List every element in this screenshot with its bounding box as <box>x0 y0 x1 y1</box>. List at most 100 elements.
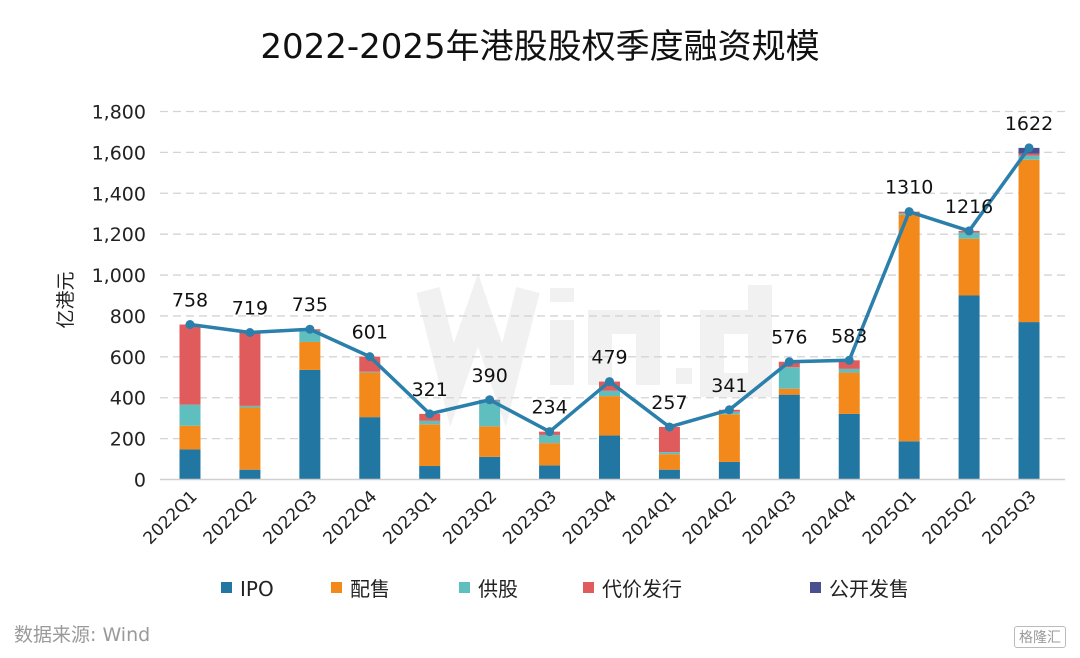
watermark-shape <box>588 310 660 385</box>
bar-segment-IPO <box>778 394 800 480</box>
x-tick-label: 2023Q4 <box>559 487 621 549</box>
bar-segment-供股 <box>778 367 800 389</box>
bar-segment-IPO <box>958 295 980 480</box>
legend-marker <box>459 582 470 593</box>
bar-segment-配售 <box>239 407 261 470</box>
bar-segment-IPO <box>359 417 381 480</box>
chart-title: 2022-2025年港股股权季度融资规模 <box>260 27 819 67</box>
bar-segment-代价发行 <box>599 381 621 391</box>
watermark-shape <box>676 368 692 384</box>
data-label: 257 <box>651 392 687 414</box>
bar-segment-IPO <box>479 456 501 480</box>
x-tick-label: 2022Q2 <box>200 487 262 549</box>
total-point <box>545 427 555 437</box>
x-tick-label: 2023Q2 <box>439 487 501 549</box>
legend-marker <box>583 582 594 593</box>
data-label: 341 <box>711 375 747 397</box>
total-point <box>365 352 375 362</box>
total-point <box>784 357 794 367</box>
bar-segment-供股 <box>838 368 860 373</box>
legend-label: 公开发售 <box>829 577 909 601</box>
bar-segment-供股 <box>239 405 261 408</box>
bar-segment-IPO <box>898 441 920 480</box>
data-label: 735 <box>292 294 328 316</box>
legend-marker <box>221 582 232 593</box>
bar-segment-供股 <box>479 400 501 427</box>
bar-segment-配售 <box>1018 159 1040 323</box>
bar-segment-配售 <box>479 426 501 457</box>
total-point <box>425 409 435 419</box>
total-point <box>305 324 315 334</box>
y-axis-label: 亿港元 <box>55 271 77 328</box>
logo: 格隆汇 <box>1014 626 1066 648</box>
bar-segment-配售 <box>419 424 441 467</box>
total-point <box>245 328 255 338</box>
bar-segment-供股 <box>299 330 321 342</box>
total-point <box>844 355 854 365</box>
bar-segment-IPO <box>599 435 621 480</box>
data-label: 601 <box>352 322 388 344</box>
bar-segment-IPO <box>838 413 860 480</box>
legend-marker <box>810 582 821 593</box>
x-tick-label: 2023Q3 <box>499 487 561 549</box>
bar-segment-代价发行 <box>239 332 261 406</box>
watermark-shape <box>700 285 772 397</box>
total-point <box>904 207 914 217</box>
bar-segment-配售 <box>359 372 381 418</box>
y-tick-label: 0 <box>134 470 146 492</box>
y-tick-label: 1,600 <box>92 142 146 164</box>
bar-segment-IPO <box>718 461 740 480</box>
total-point <box>724 405 734 415</box>
y-tick-label: 1,400 <box>92 183 146 205</box>
bar-segment-供股 <box>539 434 561 444</box>
bar-segment-IPO <box>179 449 201 480</box>
bar-segment-供股 <box>179 404 201 426</box>
data-label: 1216 <box>945 196 993 218</box>
bar-segment-配售 <box>539 443 561 466</box>
bar-segment-IPO <box>299 369 321 480</box>
bar-segment-代价发行 <box>658 426 680 453</box>
y-tick-label: 400 <box>110 388 146 410</box>
legend-label: IPO <box>240 577 274 601</box>
bar-segment-IPO <box>1018 322 1040 480</box>
data-label: 1622 <box>1005 113 1053 135</box>
bar-segment-供股 <box>958 232 980 239</box>
bar-segment-配售 <box>599 396 621 436</box>
bar-segment-配售 <box>658 454 680 470</box>
legend-label: 配售 <box>350 577 390 601</box>
data-label: 390 <box>472 365 508 387</box>
bar-segment-IPO <box>239 469 261 480</box>
legend-label: 供股 <box>478 577 518 601</box>
bar-segment-IPO <box>539 465 561 480</box>
x-tick-label: 2024Q2 <box>679 487 741 549</box>
bar-segment-代价发行 <box>179 324 201 405</box>
total-point <box>605 377 615 387</box>
watermark <box>416 273 772 427</box>
data-label: 479 <box>591 347 627 369</box>
y-tick-label: 600 <box>110 347 146 369</box>
y-tick-label: 1,200 <box>92 224 146 246</box>
bar-segment-供股 <box>359 371 381 373</box>
bar-segment-IPO <box>658 469 680 480</box>
bar-segment-配售 <box>299 341 321 370</box>
y-tick-label: 1,800 <box>92 102 146 124</box>
watermark-shape <box>416 273 540 427</box>
data-label: 719 <box>232 298 268 320</box>
bar-segment-配售 <box>898 214 920 442</box>
x-tick-label: 2025Q3 <box>979 487 1041 549</box>
x-tick-label: 2024Q4 <box>799 487 861 549</box>
total-point <box>964 226 974 236</box>
data-label: 234 <box>531 397 567 419</box>
bar-segment-配售 <box>778 388 800 395</box>
y-tick-label: 1,000 <box>92 265 146 287</box>
y-tick-label: 800 <box>110 306 146 328</box>
data-label: 1310 <box>885 177 933 199</box>
bar-segment-配售 <box>838 372 860 414</box>
bar-segment-配售 <box>179 425 201 450</box>
data-label: 758 <box>172 290 208 312</box>
legend-marker <box>331 582 342 593</box>
total-point <box>485 395 495 405</box>
x-tick-label: 2024Q3 <box>739 487 801 549</box>
x-tick-label: 2024Q1 <box>619 487 681 549</box>
